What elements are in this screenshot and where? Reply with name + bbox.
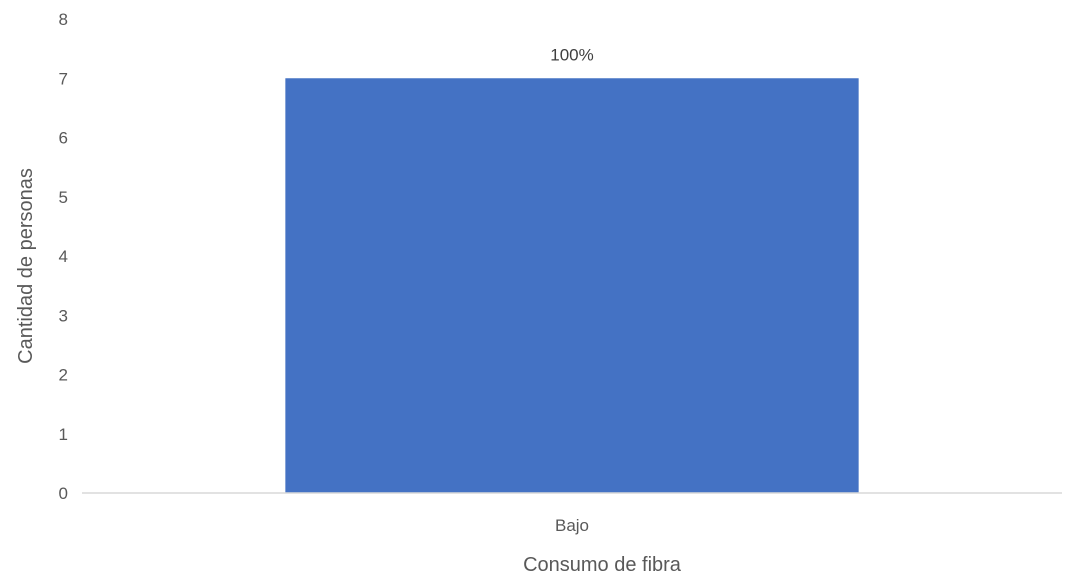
y-axis-title: Cantidad de personas bbox=[15, 168, 37, 364]
bars bbox=[285, 78, 859, 493]
y-tick-label: 0 bbox=[59, 484, 68, 503]
bar bbox=[285, 78, 859, 493]
y-tick-label: 2 bbox=[59, 366, 68, 385]
y-tick-label: 4 bbox=[59, 247, 68, 266]
y-tick-label: 6 bbox=[59, 129, 68, 148]
data-labels: 100% bbox=[550, 45, 593, 64]
y-tick-label: 7 bbox=[59, 69, 68, 88]
y-tick-label: 1 bbox=[59, 425, 68, 444]
x-axis-title: Consumo de fibra bbox=[523, 554, 682, 576]
y-tick-label: 8 bbox=[59, 10, 68, 29]
x-tick-label: Bajo bbox=[555, 516, 589, 535]
x-axis-tick-labels: Bajo bbox=[555, 516, 589, 535]
y-tick-label: 3 bbox=[59, 306, 68, 325]
data-label: 100% bbox=[550, 45, 593, 64]
y-tick-label: 5 bbox=[59, 188, 68, 207]
y-axis-tick-labels: 0 1 2 3 4 5 6 7 8 bbox=[59, 10, 68, 503]
